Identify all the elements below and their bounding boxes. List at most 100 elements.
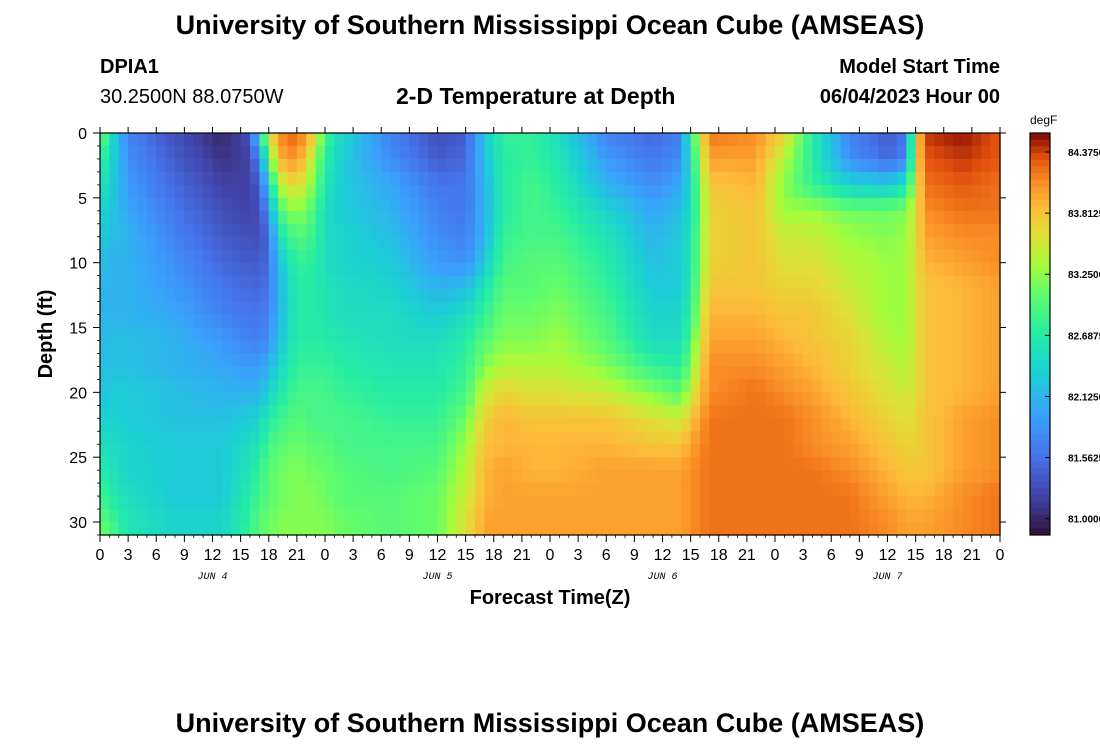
heat-cell bbox=[653, 133, 664, 147]
heat-cell bbox=[756, 210, 767, 225]
heat-cell bbox=[343, 184, 354, 199]
heat-cell bbox=[428, 158, 439, 173]
heat-cell bbox=[400, 340, 410, 355]
heat-cell bbox=[371, 444, 382, 458]
heat-cell bbox=[146, 379, 157, 393]
heat-cell bbox=[878, 184, 889, 199]
heat-cell bbox=[259, 366, 270, 380]
heat-cell bbox=[353, 457, 364, 471]
heat-cell bbox=[287, 457, 298, 471]
heat-cell bbox=[156, 522, 167, 536]
heat-cell bbox=[381, 184, 392, 199]
heat-cell bbox=[240, 327, 251, 342]
heat-cell bbox=[325, 133, 335, 147]
heat-cell bbox=[625, 275, 635, 290]
heat-cell bbox=[850, 249, 860, 264]
heat-cell bbox=[934, 249, 945, 264]
heat-cell bbox=[381, 431, 392, 445]
heat-cell bbox=[156, 210, 167, 225]
heat-cell bbox=[812, 210, 823, 225]
heat-cell bbox=[418, 275, 429, 290]
heat-cell bbox=[175, 145, 185, 160]
heat-cell bbox=[990, 184, 1001, 199]
heat-cell bbox=[156, 392, 167, 406]
heat-cell bbox=[512, 457, 523, 471]
heat-cell bbox=[287, 275, 298, 290]
heat-cell bbox=[428, 457, 439, 471]
heat-cell bbox=[400, 301, 410, 316]
heat-cell bbox=[634, 522, 645, 536]
heat-cell bbox=[475, 379, 485, 393]
heat-cell bbox=[709, 210, 720, 225]
heat-cell bbox=[325, 184, 335, 199]
heat-cell bbox=[550, 379, 560, 393]
heat-cell bbox=[296, 496, 307, 510]
heat-cell bbox=[296, 288, 307, 303]
heat-cell bbox=[775, 197, 785, 212]
heat-cell bbox=[296, 184, 307, 199]
heat-cell bbox=[943, 262, 954, 277]
heat-cell bbox=[615, 327, 626, 342]
heat-cell bbox=[953, 418, 964, 432]
heat-cell bbox=[175, 366, 185, 380]
heat-cell bbox=[662, 470, 673, 484]
heat-cell bbox=[784, 431, 795, 445]
colorbar-tick-label: 84.3750 bbox=[1068, 148, 1100, 159]
heat-cell bbox=[240, 223, 251, 238]
heat-cell bbox=[831, 223, 842, 238]
heat-cell bbox=[353, 340, 364, 355]
heat-cell bbox=[681, 262, 692, 277]
heat-cell bbox=[503, 483, 514, 497]
heat-cell bbox=[587, 158, 598, 173]
heat-cell bbox=[550, 353, 560, 368]
heat-cell bbox=[831, 470, 842, 484]
heat-cell bbox=[681, 457, 692, 471]
heat-cell bbox=[821, 262, 832, 277]
heat-cell bbox=[568, 314, 579, 329]
heat-cell bbox=[381, 210, 392, 225]
heat-cell bbox=[868, 366, 879, 380]
heat-cell bbox=[503, 327, 514, 342]
heat-cell bbox=[296, 366, 307, 380]
heat-cell bbox=[437, 171, 448, 186]
heat-cell bbox=[775, 418, 785, 432]
heat-cell bbox=[240, 353, 251, 368]
heat-cell bbox=[512, 275, 523, 290]
heat-cell bbox=[643, 483, 654, 497]
heat-cell bbox=[287, 236, 298, 251]
heat-cell bbox=[259, 379, 270, 393]
heat-cell bbox=[418, 301, 429, 316]
heat-cell bbox=[868, 171, 879, 186]
heat-cell bbox=[718, 431, 729, 445]
heat-cell bbox=[746, 366, 757, 380]
heat-cell bbox=[840, 145, 851, 160]
heat-cell bbox=[325, 366, 335, 380]
heat-cell bbox=[400, 249, 410, 264]
heat-cell bbox=[962, 158, 973, 173]
heat-cell bbox=[446, 327, 457, 342]
heat-cell bbox=[775, 327, 785, 342]
heat-cell bbox=[203, 249, 214, 264]
heat-cell bbox=[409, 314, 420, 329]
heat-cell bbox=[962, 405, 973, 419]
heat-cell bbox=[868, 470, 879, 484]
heat-cell bbox=[231, 340, 242, 355]
heat-cell bbox=[428, 327, 439, 342]
heat-cell bbox=[690, 327, 701, 342]
heat-cell bbox=[746, 522, 757, 536]
heat-cell bbox=[390, 457, 401, 471]
heat-cell bbox=[850, 470, 860, 484]
heat-cell bbox=[690, 431, 701, 445]
heat-cell bbox=[371, 392, 382, 406]
heat-cell bbox=[784, 418, 795, 432]
heat-cell bbox=[981, 366, 992, 380]
heat-cell bbox=[587, 431, 598, 445]
heat-cell bbox=[718, 210, 729, 225]
heat-cell bbox=[493, 522, 504, 536]
heat-cell bbox=[456, 444, 467, 458]
heat-cell bbox=[700, 223, 710, 238]
heat-cell bbox=[634, 262, 645, 277]
heat-cell bbox=[484, 288, 495, 303]
heat-cell bbox=[550, 483, 560, 497]
heat-cell bbox=[371, 327, 382, 342]
